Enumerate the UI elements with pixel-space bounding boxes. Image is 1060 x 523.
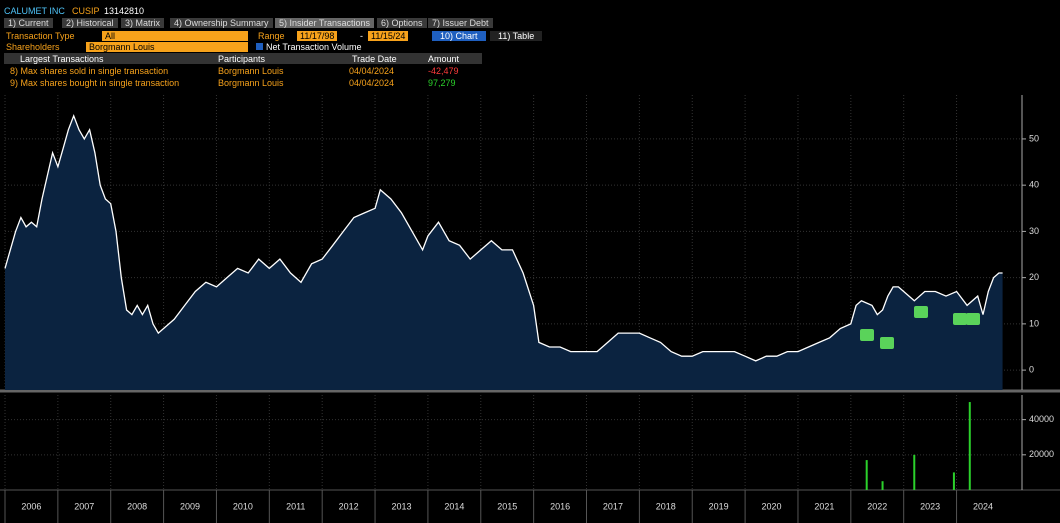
x-tick-label: 2007 (74, 501, 94, 511)
event-icon[interactable] (914, 306, 928, 318)
label: Transaction Type (6, 31, 75, 41)
checkbox[interactable] (256, 43, 263, 50)
x-tick-label: 2013 (391, 501, 411, 511)
event-icon[interactable] (966, 313, 980, 325)
dropdown[interactable]: All (102, 31, 248, 41)
cell[interactable]: 9) Max shares bought in single transacti… (10, 78, 180, 88)
col-header: Trade Date (352, 54, 397, 64)
volume-bar (913, 454, 916, 490)
cell: Borgmann Louis (218, 78, 284, 88)
cell: 97,279 (428, 78, 456, 88)
y-tick-label: 20 (1029, 272, 1039, 282)
tab[interactable]: 2) Historical (62, 18, 118, 28)
date-field[interactable]: 11/15/24 (368, 31, 409, 41)
volume-bar (968, 402, 971, 490)
table-header-bg (4, 53, 482, 64)
tab[interactable]: 6) Options (377, 18, 427, 28)
x-tick-label: 2017 (603, 501, 623, 511)
dropdown[interactable]: Borgmann Louis (86, 42, 248, 52)
x-tick-label: 2022 (867, 501, 887, 511)
y-tick-label: 20000 (1029, 449, 1054, 459)
cell: Borgmann Louis (218, 66, 284, 76)
label: Range (258, 31, 285, 41)
y-tick-label: 40 (1029, 180, 1039, 190)
label: Shareholders (6, 42, 60, 52)
x-tick-label: 2018 (656, 501, 676, 511)
x-tick-label: 2015 (497, 501, 517, 511)
cusip-label: CUSIP (72, 6, 100, 16)
price-line (4, 113, 1003, 362)
cusip: 13142810 (104, 6, 145, 16)
y-tick-label: 40000 (1029, 414, 1054, 424)
date-field[interactable]: 11/17/98 (297, 31, 338, 41)
x-tick-label: 2009 (180, 501, 200, 511)
x-tick-label: 2024 (973, 501, 993, 511)
tab[interactable]: 3) Matrix (121, 18, 165, 28)
col-header: Participants (218, 54, 266, 64)
x-tick-label: 2019 (709, 501, 729, 511)
tab[interactable]: 7) Issuer Debt (428, 18, 493, 28)
cell: 04/04/2024 (349, 78, 395, 88)
y-tick-label: 30 (1029, 226, 1039, 236)
company: CALUMET INC (4, 6, 65, 16)
x-tick-label: 2014 (444, 501, 464, 511)
volume-bar (952, 472, 955, 490)
cell: 04/04/2024 (349, 66, 395, 76)
separator: - (360, 31, 363, 41)
y-tick-label: 50 (1029, 133, 1039, 143)
event-icon[interactable] (880, 337, 894, 349)
tab[interactable]: 5) Insider Transactions (275, 18, 375, 28)
x-tick-label: 2011 (286, 501, 305, 511)
price-area (5, 115, 1003, 391)
x-tick-label: 2020 (762, 501, 782, 511)
tab[interactable]: 1) Current (4, 18, 53, 28)
col-header: Largest Transactions (20, 54, 104, 64)
x-tick-label: 2006 (21, 501, 41, 511)
chart-button[interactable]: 10) Chart (432, 31, 486, 41)
event-icon[interactable] (953, 313, 967, 325)
y-tick-label: 10 (1029, 318, 1039, 328)
x-tick-label: 2021 (814, 501, 834, 511)
cell[interactable]: 8) Max shares sold in single transaction (10, 66, 169, 76)
tab[interactable]: 4) Ownership Summary (170, 18, 273, 28)
chart: 0 10 20 30 40 50 2006 2007 2008 2009 2010 2011 2012 2… (0, 95, 1060, 523)
checkbox-label: Net Transaction Volume (266, 42, 362, 52)
volume-bar (881, 481, 884, 490)
x-tick-label: 2010 (233, 501, 253, 511)
x-tick-label: 2008 (127, 501, 147, 511)
table-button[interactable]: 11) Table (490, 31, 543, 41)
x-tick-label: 2023 (920, 501, 940, 511)
col-header: Amount (428, 54, 460, 64)
cell: -42,479 (428, 66, 459, 76)
volume-bar (865, 460, 868, 490)
x-tick-label: 2012 (339, 501, 359, 511)
event-icon[interactable] (860, 329, 874, 341)
y-tick-label: 0 (1029, 364, 1034, 374)
x-tick-label: 2016 (550, 501, 570, 511)
